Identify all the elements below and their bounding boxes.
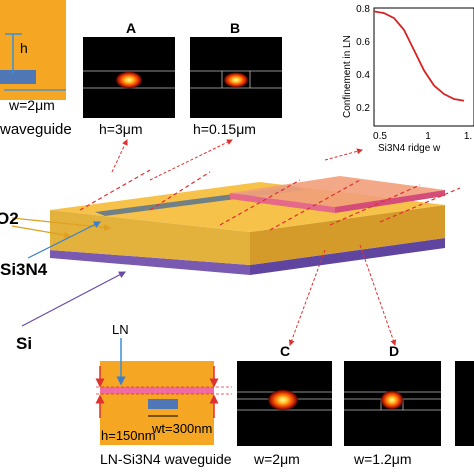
panel-d-letter: D: [389, 343, 399, 359]
w-label: w=2μm: [8, 97, 55, 113]
chart-y-axis-label: Confinement in LN: [342, 35, 353, 118]
y-tick-label: 0.8: [356, 4, 370, 15]
x-tick-label: 1: [425, 131, 431, 142]
wt-label: wt=300nm: [151, 421, 212, 436]
confinement-series-line: [373, 10, 465, 102]
panel-b-letter: B: [230, 20, 240, 36]
sio2-side-face: [250, 205, 445, 265]
panel-b-mode-spot: [223, 72, 249, 88]
si-label-arrow: [21, 271, 127, 327]
section-cut-b: [149, 171, 211, 211]
chart-y-ticks: 0.8 0.6 0.4 0.2: [356, 4, 370, 114]
bottom-h-label: h=150nm: [101, 428, 156, 443]
panel-b-caption: h=0.15μm: [193, 121, 256, 137]
si-substrate-side: [250, 238, 445, 275]
ln-label: LN: [112, 322, 129, 337]
si3n4-label-arrow: [27, 221, 102, 259]
section-cut-d: [329, 184, 421, 226]
x-tick-label: 0.5: [373, 131, 387, 142]
y-tick-label: 0.6: [356, 37, 370, 48]
bottom-inset-caption: LN-Si3N4 waveguide: [100, 451, 232, 467]
si3n4-ridge-core: [148, 399, 178, 409]
y-tick-label: 0.2: [356, 103, 370, 114]
h-label: h: [20, 40, 28, 56]
section-pointer-arrows: [111, 139, 397, 346]
confinement-chart: 0.8 0.6 0.4 0.2 0.5 1 1. Confinement in …: [342, 4, 474, 154]
ln-film: [100, 387, 214, 394]
panel-e-field-map-cropped: [455, 361, 474, 446]
mode-panel-c: C w=2μm: [237, 343, 332, 467]
panel-d-mode-spot: [380, 390, 404, 410]
section-cut-transition: [219, 179, 301, 226]
top-inset-caption: waveguide: [0, 121, 72, 138]
top-waveguide-inset: h w=2μm waveguide: [0, 0, 72, 138]
panel-a-mode-spot: [115, 71, 143, 89]
ln-film-top: [230, 176, 445, 207]
panel-c-mode-spot: [267, 389, 299, 411]
chart-plot-area: [373, 7, 474, 127]
y-tick-label: 0.4: [356, 70, 370, 81]
chart-x-axis-label: Si3N4 ridge w: [378, 143, 441, 154]
sio2-label-arrow-2: [11, 225, 72, 239]
inset-cladding: [0, 0, 66, 100]
section-cut-c: [269, 179, 361, 231]
mode-panel-b: B h=0.15μm: [190, 20, 282, 137]
panel-a-letter: A: [126, 20, 136, 36]
section-cut-e: [379, 187, 461, 223]
mode-panel-d: D w=1.2μm: [344, 343, 441, 467]
panel-c-caption: w=2μm: [253, 451, 300, 467]
si-substrate-front: [50, 250, 250, 275]
si3n4-label: Si3N4: [0, 260, 48, 279]
bottom-waveguide-inset: LN h=150nm wt=300nm LN-Si3N4 waveguide: [95, 322, 232, 467]
sio2-label: O2: [0, 209, 19, 228]
panel-a-caption: h=3μm: [99, 121, 142, 137]
device-3d-view: [50, 169, 461, 275]
x-tick-label: 1.: [464, 131, 472, 142]
chart-x-ticks: 0.5 1 1.: [373, 131, 472, 142]
mode-panel-a: A h=3μm: [83, 20, 175, 137]
si-label: Si: [16, 334, 32, 353]
panel-c-letter: C: [280, 343, 290, 359]
panel-d-caption: w=1.2μm: [353, 451, 411, 467]
ln-film-side: [335, 190, 445, 213]
si3n4-core: [0, 70, 36, 84]
